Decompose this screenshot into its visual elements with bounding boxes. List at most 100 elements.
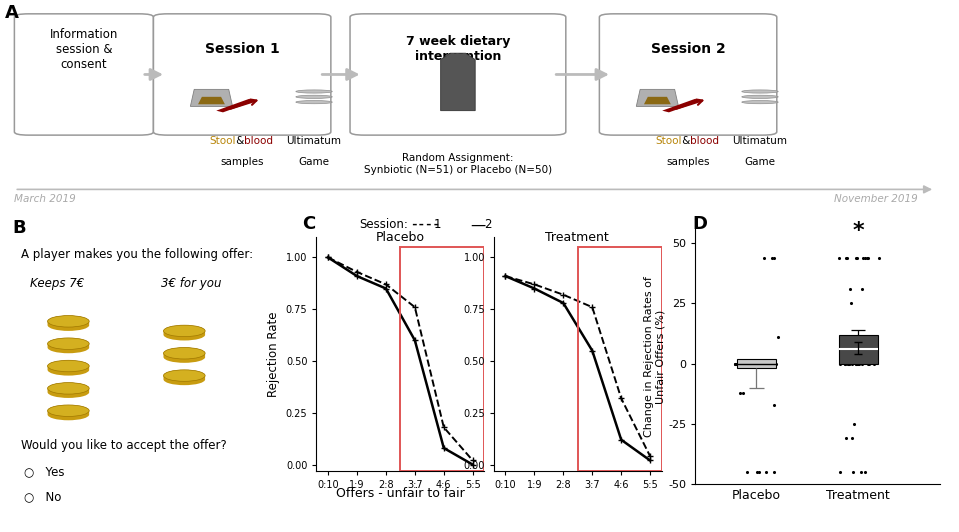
Ellipse shape: [163, 372, 205, 384]
Point: [756, 360, 771, 368]
Point: [758, 360, 773, 368]
Point: [764, 253, 780, 262]
Text: ○   No: ○ No: [24, 491, 61, 503]
Text: blood: blood: [690, 136, 719, 146]
Polygon shape: [644, 97, 671, 104]
Bar: [839, 335, 877, 364]
Ellipse shape: [48, 408, 89, 419]
Point: [857, 253, 873, 262]
Text: Ultimatum: Ultimatum: [287, 136, 341, 146]
Y-axis label: Change in Rejection Rates of
Unfair Offers (%): Change in Rejection Rates of Unfair Offe…: [643, 276, 666, 437]
Ellipse shape: [163, 347, 205, 359]
Text: B: B: [12, 219, 26, 237]
Point: [746, 360, 761, 368]
Ellipse shape: [48, 338, 89, 350]
Point: [749, 468, 764, 476]
Point: [766, 468, 782, 476]
Ellipse shape: [48, 409, 89, 420]
Point: [840, 360, 855, 368]
Text: A player makes you the following offer:: A player makes you the following offer:: [21, 248, 253, 261]
Point: [872, 253, 887, 262]
Point: [839, 253, 854, 262]
Ellipse shape: [163, 329, 205, 340]
Point: [859, 253, 875, 262]
Point: [832, 468, 848, 476]
Text: Would you like to accept the offer?: Would you like to accept the offer?: [21, 439, 226, 452]
Point: [757, 360, 772, 368]
Text: —: —: [470, 218, 485, 233]
Bar: [577, 247, 662, 471]
Polygon shape: [441, 53, 476, 111]
Point: [838, 253, 854, 262]
Ellipse shape: [295, 101, 333, 104]
Ellipse shape: [48, 318, 89, 330]
Ellipse shape: [48, 406, 89, 418]
Ellipse shape: [48, 364, 89, 376]
Point: [844, 299, 859, 307]
Text: blood: blood: [244, 136, 273, 146]
Point: [751, 360, 766, 368]
Ellipse shape: [48, 338, 89, 350]
Point: [867, 360, 882, 368]
Point: [852, 360, 867, 368]
Point: [857, 468, 873, 476]
Point: [858, 333, 874, 342]
Text: Placebo: Placebo: [375, 231, 425, 244]
Point: [859, 343, 875, 351]
Point: [845, 468, 860, 476]
Text: Treatment: Treatment: [546, 231, 609, 244]
Point: [761, 360, 777, 368]
Ellipse shape: [48, 383, 89, 394]
Point: [753, 360, 768, 368]
FancyBboxPatch shape: [14, 14, 153, 135]
Point: [737, 360, 753, 368]
Point: [757, 253, 772, 262]
Ellipse shape: [48, 385, 89, 397]
Ellipse shape: [163, 371, 205, 383]
Point: [770, 333, 785, 342]
Text: Game: Game: [298, 157, 330, 168]
Polygon shape: [199, 97, 224, 104]
Text: Game: Game: [744, 157, 776, 168]
Text: March 2019: March 2019: [14, 194, 76, 204]
Ellipse shape: [742, 101, 779, 104]
Text: D: D: [692, 215, 708, 234]
Text: Keeps 7€: Keeps 7€: [30, 277, 84, 289]
Point: [740, 360, 756, 368]
Point: [837, 360, 853, 368]
Point: [737, 360, 752, 368]
Ellipse shape: [163, 328, 205, 339]
Ellipse shape: [48, 317, 89, 328]
Point: [862, 360, 877, 368]
Point: [845, 434, 860, 443]
Text: samples: samples: [667, 157, 710, 168]
Text: 7 week dietary
intervention: 7 week dietary intervention: [406, 35, 510, 63]
Ellipse shape: [48, 362, 89, 373]
Text: November 2019: November 2019: [834, 194, 918, 204]
Point: [729, 360, 744, 368]
Point: [766, 401, 782, 409]
Ellipse shape: [163, 370, 205, 381]
Point: [854, 360, 870, 368]
Point: [838, 434, 854, 443]
Ellipse shape: [48, 319, 89, 331]
Ellipse shape: [48, 360, 89, 372]
Point: [728, 360, 743, 368]
Ellipse shape: [163, 373, 205, 385]
Text: 3€ for you: 3€ for you: [160, 277, 221, 289]
Point: [849, 360, 864, 368]
Point: [739, 360, 755, 368]
Text: 2: 2: [484, 218, 492, 231]
FancyBboxPatch shape: [350, 14, 566, 135]
Point: [845, 360, 860, 368]
Ellipse shape: [163, 347, 205, 359]
Point: [752, 360, 767, 368]
Polygon shape: [662, 99, 703, 112]
Point: [727, 360, 742, 368]
Point: [841, 360, 856, 368]
Text: Stool: Stool: [210, 136, 236, 146]
Point: [734, 360, 749, 368]
Point: [854, 285, 869, 293]
Text: *: *: [853, 221, 864, 241]
Text: Session 1: Session 1: [205, 42, 279, 56]
